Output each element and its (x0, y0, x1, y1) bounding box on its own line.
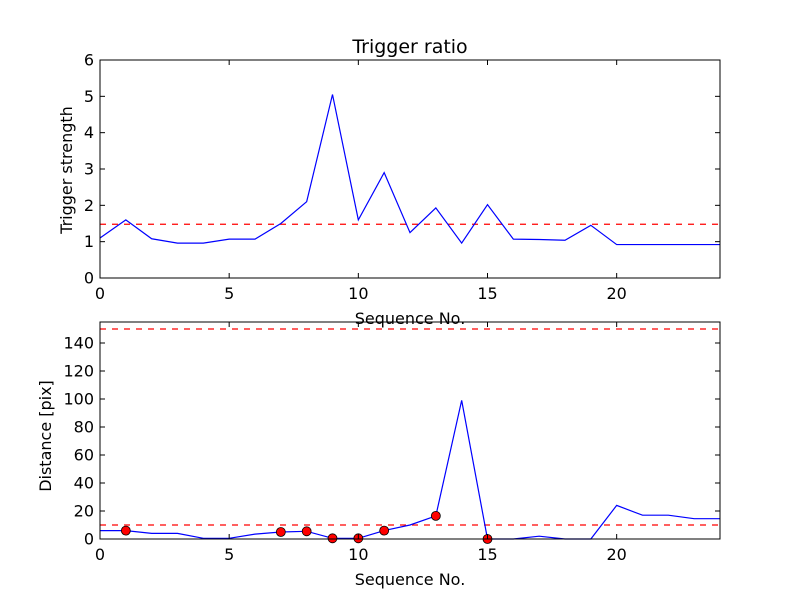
series-line (100, 400, 720, 540)
chart-title: Trigger ratio (351, 36, 467, 58)
trigger-ratio-chart: Trigger ratio 0 5 10 15 20 0 1 2 3 4 5 6 Sequence N… (57, 36, 721, 328)
axes-frame (99, 321, 721, 540)
y-axis-label: Distance [pix] (36, 380, 55, 492)
y-tick-label: 40 (74, 474, 94, 493)
y-tick-label: 0 (84, 530, 94, 549)
x-tick-label: 20 (606, 284, 626, 303)
x-axis-label: Sequence No. (355, 309, 466, 328)
x-tick-label: 0 (95, 545, 105, 564)
y-tick-label: 1 (84, 232, 94, 251)
y-tick-label: 5 (84, 87, 94, 106)
x-tick-label: 15 (477, 545, 497, 564)
y-tick-label: 4 (84, 123, 94, 142)
data-point (301, 526, 312, 537)
data-point (379, 525, 390, 536)
y-tick-label: 0 (84, 269, 94, 288)
y-tick-label: 6 (84, 51, 94, 70)
y-axis-label: Trigger strength (57, 106, 76, 235)
x-tick-label: 5 (224, 284, 234, 303)
y-tick-label: 120 (63, 362, 94, 381)
plot-area: 0 5 10 15 20 0 20 40 60 80 100 120 140 (63, 321, 721, 564)
data-point (275, 527, 286, 537)
x-tick-label: 10 (348, 284, 368, 303)
x-axis-label: Sequence No. (355, 570, 466, 589)
data-point (430, 511, 441, 521)
y-tick-label: 140 (63, 334, 94, 353)
x-tick-label: 10 (348, 545, 368, 564)
data-point (120, 525, 131, 536)
y-tick-label: 80 (74, 418, 94, 437)
series-line (99, 94, 720, 246)
data-point (327, 533, 338, 544)
y-tick-label: 100 (63, 390, 94, 409)
x-tick-label: 0 (95, 284, 105, 303)
y-tick-label: 60 (74, 446, 94, 465)
y-tick-label: 2 (84, 196, 94, 215)
x-tick-label: 5 (224, 545, 234, 564)
x-tick-label: 20 (606, 545, 626, 564)
x-tick-label: 15 (477, 284, 497, 303)
y-tick-label: 3 (84, 160, 94, 179)
plot-area: 0 5 10 15 20 0 1 2 3 4 5 6 (84, 51, 721, 303)
y-tick-label: 20 (74, 502, 94, 521)
